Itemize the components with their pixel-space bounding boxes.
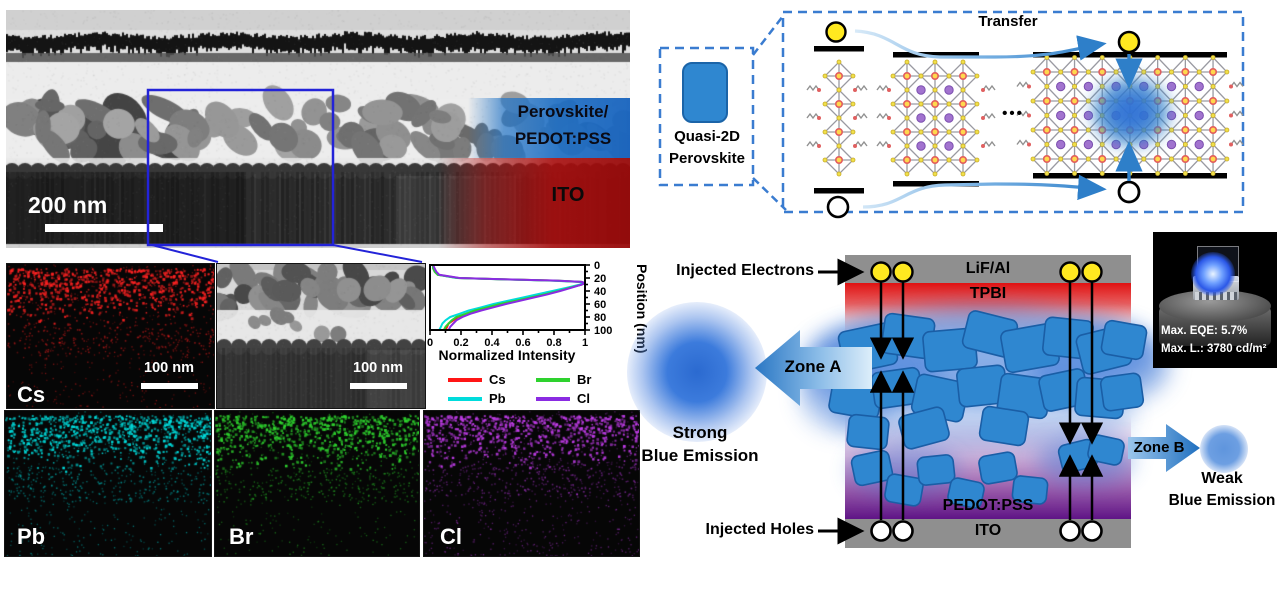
legend-label-cl: Cl [577, 391, 590, 406]
transfer-box [781, 10, 1245, 214]
carrier-lines [869, 282, 1104, 520]
intensity-profile-chart: 0 0.2 0.4 0.6 0.8 1 0 20 40 60 80 100 No… [427, 260, 648, 406]
cs-scale-bar [141, 383, 198, 389]
zoom-connector-bottom [752, 177, 787, 211]
svg-text:1: 1 [582, 337, 588, 349]
ellipsis-dots: ••• [1002, 105, 1024, 122]
led-photo-inset: Max. EQE: 5.7% Max. L.: 3780 cd/m² [1153, 232, 1277, 368]
recombination-glow-core [1109, 92, 1153, 132]
svg-text:80: 80 [594, 312, 606, 324]
quasi2d-crystal-icon [682, 62, 728, 123]
svg-text:0.4: 0.4 [484, 337, 500, 349]
eds-map-pb [4, 410, 212, 557]
weak-emission-label-line2: Blue Emission [1168, 492, 1276, 509]
zoom-scale-bar [350, 383, 407, 389]
legend-label-pb: Pb [489, 391, 506, 406]
device-overlay [755, 258, 1200, 545]
x-tick-labels: 0 0.2 0.4 0.6 0.8 1 [427, 337, 588, 349]
level-bar-mid-top [893, 52, 979, 58]
weak-emission-label-line1: Weak [1201, 470, 1243, 487]
zone-a-arrow [755, 330, 872, 406]
hole-icon [870, 520, 892, 542]
transfer-schematic [658, 10, 1245, 219]
quasi2d-label-line1: Quasi-2D [674, 128, 740, 145]
lif-al-label: LiF/Al [965, 260, 1011, 277]
perovskite-layer-overlay: Perovskite/ PEDOT:PSS [468, 98, 630, 158]
legend-label-cs: Cs [489, 372, 506, 387]
strong-emission-blob [627, 302, 767, 442]
br-label: Br [229, 524, 254, 549]
tem-scale-bar [45, 224, 163, 232]
y-tick-labels: 0 20 40 60 80 100 [594, 260, 612, 337]
svg-text:60: 60 [594, 299, 606, 311]
hole-icon-left [826, 195, 850, 219]
svg-text:0: 0 [427, 337, 433, 349]
electron-icon-right [1117, 30, 1141, 54]
legend-label-br: Br [577, 372, 591, 387]
level-bar-n1-bottom [814, 188, 864, 194]
cs-label: Cs [17, 382, 46, 407]
transfer-arrow-top [854, 29, 1107, 61]
electron-icon-left [825, 21, 847, 43]
eds-map-cl [423, 410, 640, 557]
svg-text:40: 40 [594, 286, 606, 298]
lattice-n2 [876, 59, 996, 177]
perovskite-label-line1: Perovskite/ [517, 102, 609, 121]
injected-holes-label: Injected Holes [705, 521, 814, 538]
level-bar-mid-bottom [893, 181, 979, 187]
weak-emission-blob [1200, 425, 1248, 473]
zoom-connector-top [752, 15, 784, 56]
electron-icon [870, 261, 892, 283]
injected-electrons-label: Injected Electrons [676, 262, 814, 279]
svg-text:0.6: 0.6 [515, 337, 530, 349]
tpbi-label: TPBI [969, 285, 1007, 302]
chart-legend: Cs Br Pb Cl [448, 372, 591, 406]
led-blue-glow [1191, 252, 1235, 296]
tem-ito-label: ITO [551, 184, 585, 206]
strong-emission-label-line2: Blue Emission [641, 446, 759, 465]
electron-icon [1081, 261, 1103, 283]
svg-text:0.2: 0.2 [453, 337, 468, 349]
svg-text:20: 20 [594, 273, 606, 285]
pb-label: Pb [17, 524, 46, 549]
eqe-value: Max. EQE: 5.7% [1161, 325, 1248, 337]
svg-text:0: 0 [594, 260, 600, 272]
chart-x-axis-label: Normalized Intensity [439, 347, 576, 363]
hole-icon [1059, 520, 1081, 542]
zone-b-arrow [1128, 424, 1200, 472]
profile-lines [432, 264, 586, 331]
hole-icon [1081, 520, 1103, 542]
cl-label: Cl [440, 524, 462, 549]
eds-map-br [214, 410, 420, 557]
ito-label: ITO [974, 522, 1002, 539]
zone-b-label: Zone B [1133, 439, 1185, 456]
pedot-pss-label: PEDOT:PSS [942, 497, 1034, 514]
electron-icon [892, 261, 914, 283]
svg-text:0.8: 0.8 [546, 337, 561, 349]
luminance-value: Max. L.: 3780 cd/m² [1161, 343, 1267, 355]
hole-icon [892, 520, 914, 542]
chart-frame [429, 264, 586, 331]
ito-layer-overlay: ITO [438, 158, 630, 248]
perovskite-label-line2: PEDOT:PSS [514, 129, 612, 148]
zone-a-label: Zone A [784, 357, 842, 376]
quasi2d-box [658, 46, 755, 187]
electron-icon [1059, 261, 1081, 283]
transfer-arrow-bottom [862, 174, 1107, 209]
svg-text:100: 100 [594, 325, 612, 337]
tem-scale-label: 200 nm [28, 192, 108, 218]
hole-icon-right [1117, 180, 1141, 204]
lattice-n1 [806, 59, 868, 177]
cs-scale-label: 100 nm [144, 360, 194, 376]
strong-emission-label-line1: Strong [672, 423, 728, 442]
quasi2d-label-line2: Perovskite [669, 150, 745, 167]
led-contacts [1195, 292, 1237, 300]
transfer-label: Transfer [978, 13, 1038, 30]
carrier-icons [870, 261, 1103, 542]
zoom-scale-label: 100 nm [353, 360, 403, 376]
level-bar-n1-top [814, 46, 864, 52]
